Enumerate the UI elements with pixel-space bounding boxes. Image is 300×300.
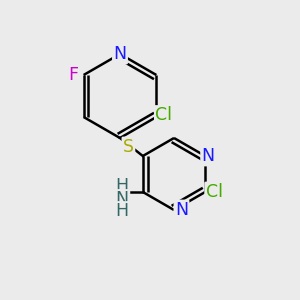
Text: N: N bbox=[115, 190, 128, 208]
Text: S: S bbox=[123, 138, 134, 156]
Text: F: F bbox=[68, 66, 78, 84]
Text: N: N bbox=[175, 201, 188, 219]
Text: Cl: Cl bbox=[155, 106, 172, 124]
Text: Cl: Cl bbox=[206, 183, 223, 201]
Text: H: H bbox=[115, 202, 128, 220]
Text: N: N bbox=[202, 147, 215, 165]
Text: N: N bbox=[113, 45, 127, 63]
Text: H: H bbox=[115, 177, 128, 195]
